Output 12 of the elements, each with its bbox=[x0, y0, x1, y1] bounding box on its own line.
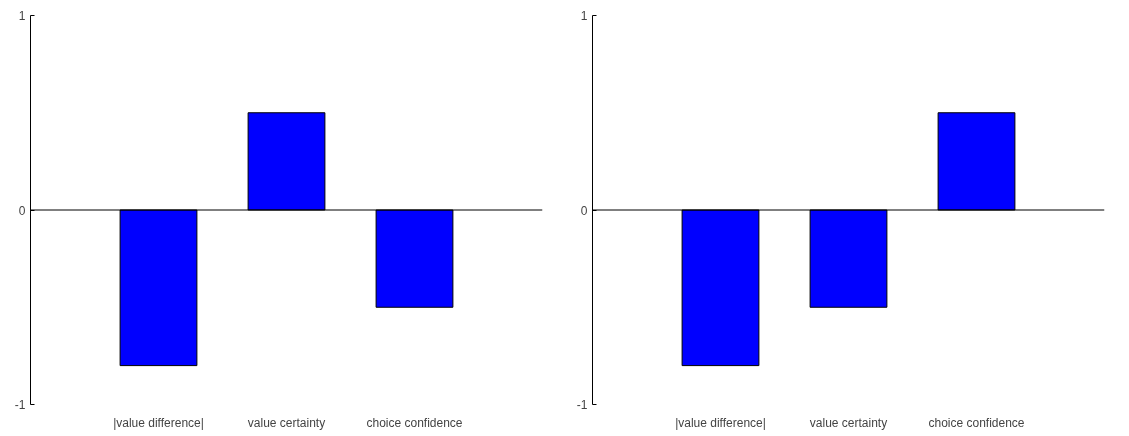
y-tick-label: -1 bbox=[576, 398, 588, 412]
y-tick-label: 1 bbox=[580, 9, 588, 23]
y-tick-label: -1 bbox=[14, 398, 26, 412]
y-tick-label: 0 bbox=[580, 203, 588, 218]
y-tick-label: 1 bbox=[18, 9, 26, 23]
x-tick-label: value certainty bbox=[247, 415, 326, 430]
x-tick-label: choice confidence bbox=[928, 415, 1025, 430]
x-tick-label: value certainty bbox=[809, 415, 888, 430]
x-tick-label: |value difference| bbox=[113, 415, 204, 430]
y-tick-label: 0 bbox=[18, 203, 26, 218]
x-tick-label: |value difference| bbox=[675, 415, 766, 430]
x-tick-label: choice confidence bbox=[366, 415, 463, 430]
